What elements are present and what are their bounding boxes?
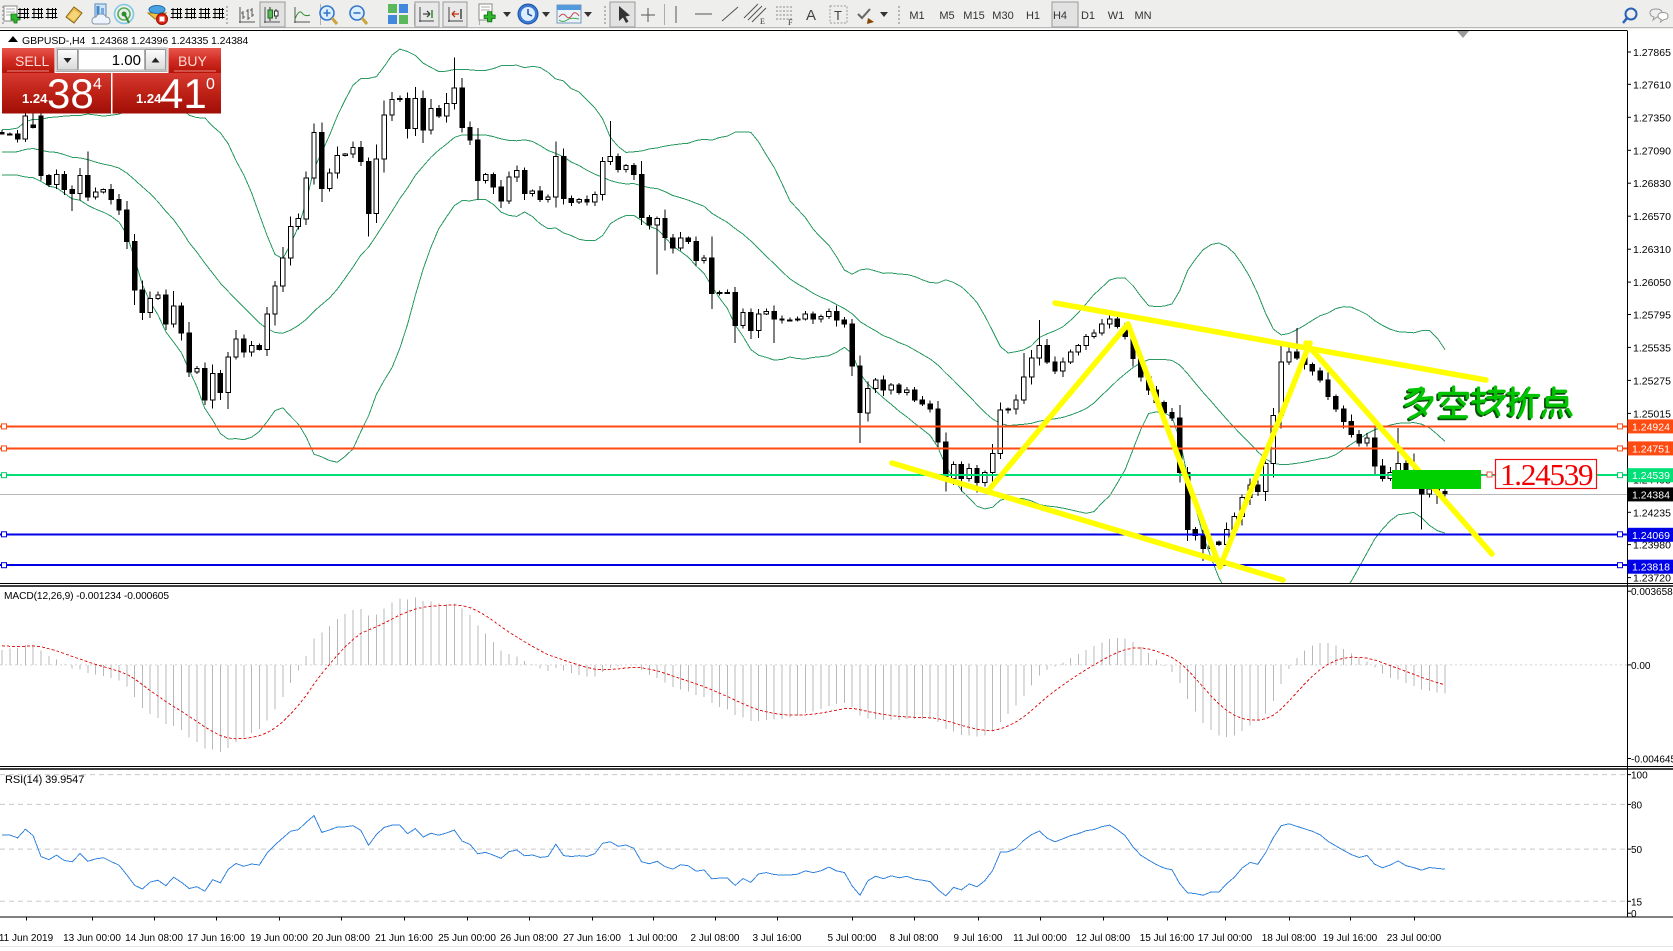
- svg-text:17 Jun 16:00: 17 Jun 16:00: [187, 933, 245, 944]
- svg-text:1.26310: 1.26310: [1633, 244, 1671, 256]
- svg-text:-0.004645: -0.004645: [1631, 755, 1673, 766]
- svg-text:1.25535: 1.25535: [1633, 342, 1671, 354]
- svg-text:19 Jul 16:00: 19 Jul 16:00: [1323, 933, 1378, 944]
- svg-text:1.24384: 1.24384: [1632, 489, 1670, 501]
- svg-text:80: 80: [1631, 800, 1643, 811]
- svg-text:13 Jun 00:00: 13 Jun 00:00: [63, 933, 121, 944]
- svg-text:11 Jul 00:00: 11 Jul 00:00: [1013, 933, 1067, 944]
- svg-text:15 Jul 16:00: 15 Jul 16:00: [1140, 933, 1195, 944]
- svg-text:F: F: [788, 18, 793, 27]
- svg-text:19 Jun 00:00: 19 Jun 00:00: [250, 933, 308, 944]
- svg-text:21 Jun 16:00: 21 Jun 16:00: [375, 933, 433, 944]
- svg-text:100: 100: [1631, 771, 1648, 782]
- svg-text:GBPUSD-,H4 1.24368 1.24396 1.: GBPUSD-,H4 1.24368 1.24396 1.24335 1.243…: [22, 35, 249, 47]
- svg-text:1.23818: 1.23818: [1632, 562, 1670, 574]
- svg-text:1 Jul 00:00: 1 Jul 00:00: [629, 933, 678, 944]
- svg-text:H1: H1: [1026, 10, 1040, 22]
- svg-text:14 Jun 08:00: 14 Jun 08:00: [125, 933, 183, 944]
- svg-text:50: 50: [1631, 845, 1643, 856]
- svg-text:RSI(14) 39.9547: RSI(14) 39.9547: [5, 774, 84, 786]
- svg-text:18 Jul 08:00: 18 Jul 08:00: [1262, 933, 1317, 944]
- svg-text:9 Jul 16:00: 9 Jul 16:00: [954, 933, 1003, 944]
- svg-text:T: T: [834, 8, 842, 23]
- svg-text:1.23980: 1.23980: [1633, 540, 1671, 552]
- svg-text:0: 0: [206, 76, 215, 93]
- svg-text:1.27865: 1.27865: [1633, 47, 1671, 59]
- svg-text:27 Jun 16:00: 27 Jun 16:00: [563, 933, 621, 944]
- svg-text:1.00: 1.00: [112, 52, 141, 69]
- svg-text:1.27610: 1.27610: [1633, 79, 1671, 91]
- svg-text:1.27350: 1.27350: [1633, 112, 1671, 124]
- svg-text:0: 0: [1631, 909, 1637, 920]
- svg-text:23 Jul 00:00: 23 Jul 00:00: [1387, 933, 1442, 944]
- svg-text:1.24539: 1.24539: [1500, 457, 1593, 492]
- svg-text:20 Jun 08:00: 20 Jun 08:00: [312, 933, 370, 944]
- svg-text:1.26570: 1.26570: [1633, 211, 1671, 223]
- svg-text:SELL: SELL: [15, 53, 49, 69]
- svg-text:2 Jul 08:00: 2 Jul 08:00: [691, 933, 740, 944]
- svg-text:M30: M30: [992, 10, 1013, 22]
- svg-text:1.24539: 1.24539: [1632, 470, 1670, 482]
- svg-text:5 Jul 00:00: 5 Jul 00:00: [828, 933, 877, 944]
- svg-text:W1: W1: [1108, 10, 1125, 22]
- svg-text:1.24069: 1.24069: [1632, 530, 1670, 542]
- svg-text:26 Jun 08:00: 26 Jun 08:00: [500, 933, 558, 944]
- svg-text:1.23720: 1.23720: [1633, 573, 1671, 585]
- svg-text:1.25795: 1.25795: [1633, 310, 1671, 322]
- svg-text:MACD(12,26,9) -0.001234 -0.000: MACD(12,26,9) -0.001234 -0.000605: [4, 591, 169, 602]
- svg-text:M5: M5: [939, 10, 954, 22]
- svg-text:1.24924: 1.24924: [1632, 421, 1670, 433]
- svg-text:11 Jun 2019: 11 Jun 2019: [0, 933, 54, 944]
- svg-text:D1: D1: [1081, 10, 1095, 22]
- svg-text:15: 15: [1631, 897, 1643, 908]
- svg-text:MN: MN: [1134, 10, 1151, 22]
- svg-text:1.24235: 1.24235: [1633, 507, 1671, 519]
- svg-text:1.26830: 1.26830: [1633, 178, 1671, 190]
- svg-text:M1: M1: [909, 10, 924, 22]
- svg-text:41: 41: [160, 70, 207, 117]
- svg-text:1.27090: 1.27090: [1633, 145, 1671, 157]
- svg-text:3 Jul 16:00: 3 Jul 16:00: [753, 933, 802, 944]
- svg-text:4: 4: [93, 76, 102, 93]
- svg-text:1.25015: 1.25015: [1633, 408, 1671, 420]
- svg-text:1.24: 1.24: [22, 91, 48, 106]
- svg-text:1.26050: 1.26050: [1633, 277, 1671, 289]
- svg-text:0.003658: 0.003658: [1631, 587, 1673, 598]
- svg-text:25 Jun 00:00: 25 Jun 00:00: [438, 933, 496, 944]
- svg-text:BUY: BUY: [178, 53, 207, 69]
- svg-text:1.24: 1.24: [136, 91, 162, 106]
- svg-text:A: A: [806, 7, 816, 24]
- svg-text:1.24751: 1.24751: [1632, 443, 1670, 455]
- svg-text:0.00: 0.00: [1631, 661, 1651, 672]
- svg-text:M15: M15: [963, 10, 984, 22]
- svg-text:E: E: [760, 17, 765, 26]
- svg-text:12 Jul 08:00: 12 Jul 08:00: [1076, 933, 1131, 944]
- svg-text:H4: H4: [1053, 10, 1067, 22]
- svg-text:1.25275: 1.25275: [1633, 375, 1671, 387]
- svg-text:38: 38: [47, 70, 94, 117]
- svg-text:17 Jul 00:00: 17 Jul 00:00: [1198, 933, 1253, 944]
- svg-text:8 Jul 08:00: 8 Jul 08:00: [890, 933, 939, 944]
